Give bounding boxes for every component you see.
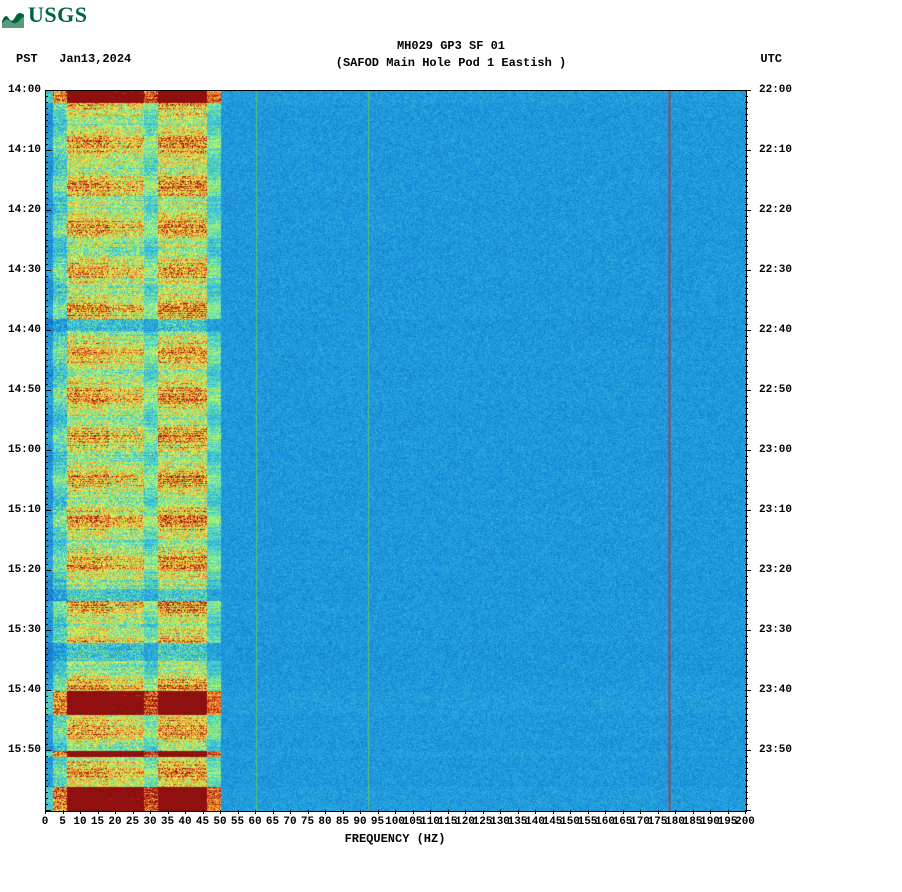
y-tick-right: 23:00 — [759, 444, 792, 456]
x-tick: 30 — [143, 816, 156, 828]
y-tick-left: 15:40 — [8, 684, 41, 696]
y-tick-right: 22:10 — [759, 144, 792, 156]
x-tick: 15 — [91, 816, 104, 828]
x-tick: 50 — [213, 816, 226, 828]
y-tick-left: 14:50 — [8, 384, 41, 396]
x-tick: 35 — [161, 816, 174, 828]
y-tick-right: 22:20 — [759, 204, 792, 216]
y-tick-left: 15:20 — [8, 564, 41, 576]
x-tick: 10 — [73, 816, 86, 828]
x-tick: 20 — [108, 816, 121, 828]
x-tick: 0 — [42, 816, 49, 828]
x-tick: 80 — [318, 816, 331, 828]
y-tick-right: 22:00 — [759, 84, 792, 96]
y-tick-left: 15:30 — [8, 624, 41, 636]
y-tick-left: 15:50 — [8, 744, 41, 756]
spectrogram-plot — [45, 90, 747, 812]
utc-label: UTC — [760, 52, 782, 66]
x-tick: 90 — [353, 816, 366, 828]
y-axis-left: 14:0014:1014:2014:3014:4014:5015:0015:10… — [0, 90, 45, 810]
x-axis-label: FREQUENCY (HZ) — [45, 832, 745, 846]
y-tick-right: 22:40 — [759, 324, 792, 336]
x-tick: 55 — [231, 816, 244, 828]
y-tick-right: 22:50 — [759, 384, 792, 396]
y-tick-right: 23:20 — [759, 564, 792, 576]
x-tick: 85 — [336, 816, 349, 828]
y-tick-left: 14:20 — [8, 204, 41, 216]
x-tick: 70 — [283, 816, 296, 828]
usgs-logo-text: USGS — [28, 2, 87, 28]
y-tick-right: 23:10 — [759, 504, 792, 516]
y-tick-left: 14:40 — [8, 324, 41, 336]
y-tick-right: 23:40 — [759, 684, 792, 696]
x-tick: 65 — [266, 816, 279, 828]
usgs-logo: USGS — [2, 2, 87, 28]
x-tick: 40 — [178, 816, 191, 828]
y-tick-right: 23:50 — [759, 744, 792, 756]
y-tick-right: 23:30 — [759, 624, 792, 636]
y-tick-left: 15:00 — [8, 444, 41, 456]
y-tick-left: 15:10 — [8, 504, 41, 516]
x-tick: 95 — [371, 816, 384, 828]
x-tick: 25 — [126, 816, 139, 828]
y-tick-right: 22:30 — [759, 264, 792, 276]
x-tick: 200 — [735, 816, 755, 828]
x-tick: 5 — [59, 816, 66, 828]
spectrogram-canvas — [46, 91, 746, 811]
y-tick-left: 14:30 — [8, 264, 41, 276]
x-tick: 60 — [248, 816, 261, 828]
pst-date-label: PST Jan13,2024 — [16, 52, 131, 66]
y-tick-left: 14:00 — [8, 84, 41, 96]
x-tick: 45 — [196, 816, 209, 828]
x-tick: 75 — [301, 816, 314, 828]
y-tick-left: 14:10 — [8, 144, 41, 156]
page: USGS MH029 GP3 SF 01 (SAFOD Main Hole Po… — [0, 0, 902, 892]
x-axis: FREQUENCY (HZ) 05 10 15 20 25 30 35 40 45 50 55 60 6… — [45, 810, 745, 860]
usgs-wave-icon — [2, 6, 24, 28]
y-axis-right: 22:0022:1022:2022:3022:4022:5023:0023:10… — [745, 90, 835, 810]
